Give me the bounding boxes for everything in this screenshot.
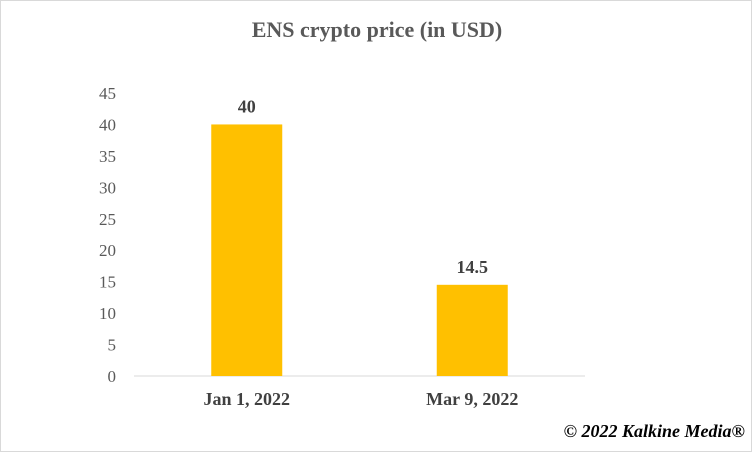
copyright-notice: © 2022 Kalkine Media®: [563, 421, 745, 441]
chart-title: ENS crypto price (in USD): [251, 17, 503, 42]
bar: [211, 124, 283, 376]
y-tick-label: 25: [99, 210, 116, 229]
y-tick-label: 15: [99, 273, 116, 292]
y-tick-label: 45: [99, 84, 116, 103]
bar: [436, 284, 508, 376]
y-tick-label: 35: [99, 147, 116, 166]
x-tick-label: Mar 9, 2022: [426, 389, 518, 409]
y-tick-label: 20: [99, 241, 116, 260]
y-tick-label: 40: [99, 115, 116, 134]
data-label: 14.5: [457, 257, 489, 277]
y-tick-label: 30: [99, 178, 116, 197]
data-label: 40: [238, 96, 256, 116]
x-tick-label: Jan 1, 2022: [203, 389, 290, 409]
y-tick-label: 10: [99, 304, 116, 323]
y-tick-label: 0: [108, 367, 117, 386]
y-tick-label: 5: [108, 336, 117, 355]
